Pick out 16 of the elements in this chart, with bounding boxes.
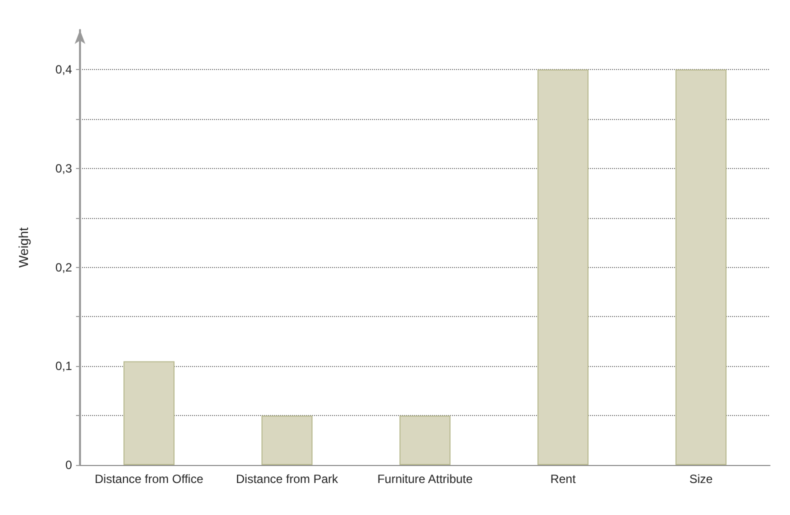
bar (675, 70, 727, 465)
bar (123, 361, 175, 465)
x-tick-label: Rent (550, 472, 576, 486)
x-tick-label: Distance from Office (94, 472, 204, 486)
y-axis-title: Weight (16, 227, 31, 268)
y-tick-label: 0 (65, 458, 72, 472)
bar (399, 416, 451, 465)
x-tick-label: Size (689, 472, 713, 486)
bar (537, 70, 589, 465)
y-tick-label: 0,1 (55, 359, 72, 374)
x-tick-label: Furniture Attribute (377, 472, 474, 486)
bar (261, 416, 313, 465)
y-tick-label: 0,3 (55, 161, 72, 176)
y-tick-label: 0,2 (55, 260, 72, 274)
y-tick-label: 0,4 (55, 62, 72, 77)
x-tick-label: Distance from Park (236, 472, 340, 486)
